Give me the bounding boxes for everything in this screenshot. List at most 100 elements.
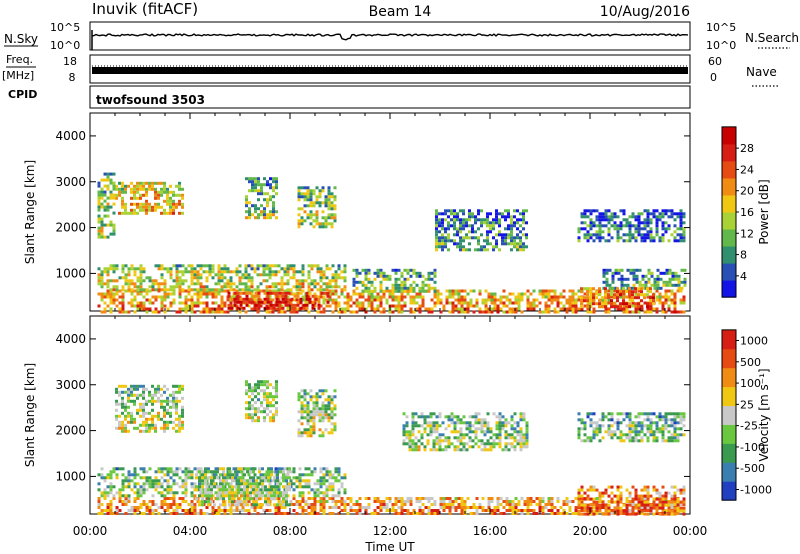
- echo-cell: [118, 509, 122, 512]
- nave-label: Nave: [746, 65, 777, 79]
- echo-cell: [459, 436, 463, 440]
- echo-cell: [589, 290, 592, 294]
- echo-cell: [154, 202, 157, 206]
- echo-cell: [468, 224, 471, 228]
- echo-cell: [447, 436, 451, 440]
- echo-cell: [109, 181, 113, 185]
- echo-cell: [522, 445, 526, 449]
- echo-cell: [459, 242, 462, 246]
- echo-cell: [498, 221, 501, 225]
- echo-cell: [418, 307, 422, 311]
- echo-cell: [580, 497, 584, 500]
- echo-cell: [253, 473, 257, 477]
- echo-cell: [435, 212, 438, 216]
- echo-cell: [318, 222, 322, 226]
- echo-cell: [322, 282, 326, 286]
- echo-cell: [278, 291, 282, 295]
- echo-cell: [309, 410, 313, 414]
- echo-cell: [459, 245, 462, 249]
- echo-cell: [327, 222, 331, 226]
- echo-cell: [361, 301, 365, 305]
- echo-cell: [349, 497, 353, 500]
- echo-cell: [325, 282, 329, 286]
- echo-cell: [219, 473, 222, 477]
- echo-cell: [308, 297, 312, 301]
- echo-cell: [376, 274, 380, 278]
- echo-cell: [586, 215, 590, 219]
- echo-cell: [184, 494, 188, 498]
- echo-cell: [481, 310, 485, 314]
- echo-cell: [414, 445, 418, 449]
- echo-cell: [525, 221, 528, 225]
- echo-cell: [103, 497, 107, 500]
- echo-cell: [181, 211, 184, 215]
- echo-cell: [163, 279, 167, 283]
- echo-cell: [316, 494, 320, 498]
- echo-cell: [319, 295, 323, 299]
- echo-cell: [271, 285, 275, 289]
- echo-cell: [604, 302, 607, 306]
- echo-cell: [679, 301, 683, 305]
- echo-cell: [282, 479, 285, 483]
- echo-cell: [121, 488, 125, 492]
- echo-cell: [169, 276, 173, 280]
- echo-cell: [331, 279, 335, 283]
- echo-cell: [181, 202, 184, 206]
- echo-cell: [121, 301, 125, 305]
- echo-cell: [604, 310, 608, 314]
- echo-cell: [477, 418, 481, 422]
- echo-cell: [103, 307, 107, 311]
- echo-cell: [231, 473, 234, 477]
- echo-cell: [334, 476, 338, 480]
- echo-cell: [121, 384, 124, 388]
- echo-cell: [266, 306, 270, 310]
- echo-cell: [142, 390, 145, 394]
- echo-cell: [130, 279, 134, 283]
- echo-cell: [653, 283, 657, 287]
- echo-cell: [664, 497, 668, 500]
- echo-cell: [647, 268, 651, 272]
- echo-cell: [106, 285, 110, 289]
- echo-cell: [106, 273, 110, 277]
- echo-cell: [513, 436, 517, 440]
- echo-cell: [409, 512, 413, 515]
- echo-cell: [297, 434, 301, 438]
- echo-cell: [151, 512, 155, 515]
- echo-cell: [160, 482, 164, 486]
- echo-cell: [181, 282, 185, 286]
- echo-cell: [595, 296, 598, 300]
- echo-cell: [303, 389, 307, 393]
- echo-cell: [226, 279, 230, 283]
- echo-cell: [190, 473, 194, 477]
- echo-cell: [300, 219, 304, 223]
- echo-cell: [100, 229, 104, 233]
- echo-cell: [253, 506, 257, 509]
- echo-cell: [355, 301, 359, 305]
- echo-cell: [309, 398, 313, 402]
- echo-cell: [490, 292, 494, 296]
- echo-cell: [358, 271, 362, 275]
- echo-cell: [619, 289, 623, 293]
- echo-cell: [266, 294, 270, 298]
- echo-cell: [228, 485, 231, 489]
- echo-cell: [240, 470, 243, 474]
- echo-cell: [142, 396, 145, 400]
- echo-cell: [562, 500, 566, 503]
- echo-cell: [268, 491, 272, 495]
- echo-cell: [160, 426, 163, 430]
- echo-cell: [526, 295, 530, 299]
- echo-cell: [343, 267, 347, 271]
- echo-cell: [421, 289, 425, 293]
- echo-cell: [436, 292, 440, 296]
- echo-cell: [217, 282, 221, 286]
- echo-cell: [207, 500, 210, 504]
- echo-cell: [235, 506, 239, 509]
- echo-cell: [263, 177, 266, 181]
- echo-cell: [439, 506, 443, 509]
- echo-cell: [169, 196, 172, 200]
- echo-cell: [324, 389, 328, 393]
- echo-cell: [471, 227, 474, 231]
- echo-cell: [178, 467, 182, 471]
- echo-cell: [267, 503, 270, 507]
- echo-cell: [244, 264, 248, 268]
